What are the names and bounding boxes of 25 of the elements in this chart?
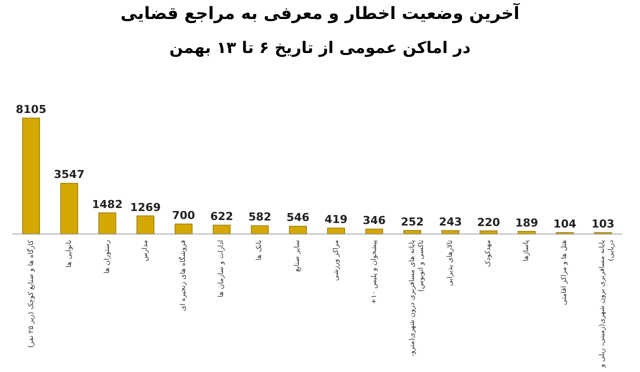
data-label: 252	[400, 215, 424, 228]
bar	[289, 226, 307, 234]
chart-title: آخرین وضعیت اخطار و معرفی به مراجع قضایی	[119, 4, 521, 24]
data-label: 622	[210, 210, 234, 224]
bar	[174, 224, 192, 234]
data-label: 3547	[54, 168, 84, 182]
bar	[327, 228, 345, 234]
data-label: 346	[362, 214, 386, 228]
bar	[22, 118, 40, 234]
bar	[136, 216, 154, 234]
data-label: 189	[515, 216, 538, 230]
data-label: 582	[248, 210, 272, 224]
data-label: 103	[591, 218, 614, 231]
data-label: 104	[553, 218, 577, 231]
data-label: 546	[286, 211, 310, 224]
bar	[60, 182, 78, 234]
data-label: 220	[477, 216, 500, 229]
data-label: 1269	[130, 200, 161, 214]
bar	[98, 212, 116, 234]
data-label: 419	[324, 213, 348, 226]
chart-subtitle: در اماکن عمومی از تاریخ ۶ تا ۱۳ بهمن	[168, 38, 472, 57]
data-label: 243	[438, 216, 462, 229]
data-label: 700	[172, 208, 196, 222]
data-label: 8105	[16, 103, 46, 116]
data-label: 1482	[92, 198, 123, 211]
